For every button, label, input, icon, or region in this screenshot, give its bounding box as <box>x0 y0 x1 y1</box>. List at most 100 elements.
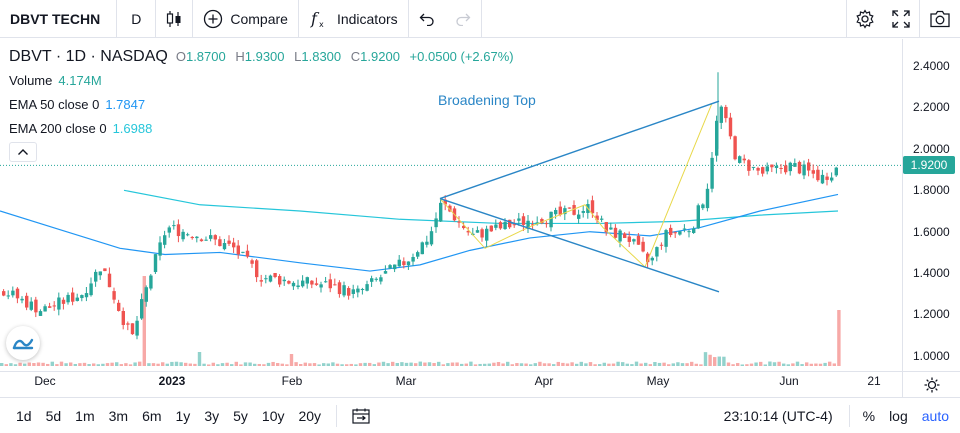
volume-bar <box>791 363 795 366</box>
candle-body <box>209 235 213 239</box>
candle-body <box>788 162 792 172</box>
volume-bar <box>800 364 804 366</box>
redo-icon[interactable] <box>445 0 481 38</box>
volume-bar <box>400 362 404 366</box>
volume-bar <box>602 362 606 366</box>
goto-date-icon[interactable] <box>345 398 377 433</box>
logo-icon[interactable] <box>6 326 40 360</box>
candle-body <box>61 299 66 304</box>
candle-body <box>98 271 102 276</box>
legend-title[interactable]: DBVT · 1D · NASDAQ <box>9 48 168 65</box>
volume-bar <box>0 363 4 366</box>
candle-body <box>770 164 774 168</box>
range-1y[interactable]: 1y <box>175 407 191 424</box>
volume-bar <box>326 363 330 366</box>
candle-body <box>84 293 89 298</box>
range-20y[interactable]: 20y <box>298 407 322 424</box>
candle-body <box>287 280 291 284</box>
log-toggle[interactable]: log <box>889 408 908 424</box>
volume-bar <box>64 363 68 366</box>
range-1m[interactable]: 1m <box>75 407 95 424</box>
candle-body <box>144 287 148 302</box>
volume-bar <box>312 363 317 366</box>
candle-body <box>365 284 369 291</box>
candle-body <box>140 299 144 319</box>
candle-body <box>370 278 374 282</box>
auto-toggle[interactable]: auto <box>921 408 949 424</box>
candle-body <box>457 221 461 223</box>
candles-icon[interactable] <box>156 0 192 38</box>
percent-toggle[interactable]: % <box>862 408 876 424</box>
candle-body <box>448 205 452 212</box>
volume-bar <box>487 363 491 366</box>
volume-bar <box>588 362 593 366</box>
candle-body <box>301 280 305 287</box>
range-3y[interactable]: 3y <box>204 407 220 424</box>
volume-bar <box>115 362 119 366</box>
candle-body <box>751 166 756 168</box>
candle-body <box>508 219 512 228</box>
candle-body <box>38 311 43 316</box>
volume-bar <box>538 361 542 366</box>
candle-body <box>595 215 599 221</box>
volume-bar <box>768 361 772 366</box>
legend-ema50-row[interactable]: EMA 50 close 0 1.7847 <box>9 97 146 112</box>
range-3m[interactable]: 3m <box>108 407 129 424</box>
fullscreen-icon[interactable] <box>883 0 919 38</box>
price-scale[interactable]: 2.4000 2.2000 2.0000 1.8000 1.6000 1.400… <box>902 39 960 371</box>
volume-bar <box>151 363 156 366</box>
legend-ema200-row[interactable]: EMA 200 close 0 1.6988 <box>9 121 153 136</box>
candle-body <box>186 234 190 236</box>
volume-bar <box>317 364 321 366</box>
volume-bar <box>432 362 436 366</box>
compare-button[interactable]: Compare <box>193 0 298 38</box>
volume-bar <box>657 362 662 366</box>
gear-icon[interactable] <box>847 0 883 38</box>
volume-bar <box>450 362 455 366</box>
candle-body <box>659 244 664 246</box>
candle-body <box>241 251 245 253</box>
pattern-label[interactable]: Broadening Top <box>438 92 536 108</box>
collapse-legend-button[interactable] <box>9 142 37 162</box>
axis-settings-button[interactable] <box>902 371 960 397</box>
candle-body <box>682 228 687 230</box>
time-axis[interactable]: Dec 2023 Feb Mar Apr May Jun 21 <box>0 371 902 397</box>
legend-volume-row[interactable]: Volume 4.174M <box>9 73 102 88</box>
volume-bar <box>556 361 560 366</box>
range-6m[interactable]: 6m <box>142 407 162 424</box>
volume-bar <box>225 362 229 366</box>
volume-bar <box>36 362 41 366</box>
volume-bar <box>170 361 174 366</box>
undo-icon[interactable] <box>409 0 445 38</box>
time-tick: Mar <box>395 374 417 388</box>
svg-text:f: f <box>310 9 320 28</box>
candle-body <box>549 211 553 228</box>
volume-bar <box>690 361 694 366</box>
range-5y[interactable]: 5y <box>233 407 248 424</box>
camera-icon[interactable] <box>920 0 960 38</box>
candle-body <box>655 247 659 257</box>
candle-body <box>705 188 710 209</box>
volume-bar <box>211 362 215 366</box>
volume-bar <box>124 363 128 366</box>
volume-bar <box>639 363 643 366</box>
interval-selector[interactable]: D <box>131 10 142 27</box>
volume-bar <box>579 361 583 366</box>
candle-body <box>834 167 838 176</box>
candle-body <box>613 227 618 238</box>
candle-body <box>383 271 388 274</box>
candle-body <box>554 210 558 215</box>
price-chart[interactable] <box>0 39 902 371</box>
range-10y[interactable]: 10y <box>261 407 285 424</box>
candle-body <box>825 176 829 180</box>
volume-bar <box>671 363 675 366</box>
range-5d[interactable]: 5d <box>45 407 62 424</box>
clock[interactable]: 23:10:14 (UTC-4) <box>723 408 833 424</box>
symbol-search[interactable]: DBVT TECHN <box>10 10 101 27</box>
candle-body <box>797 161 802 174</box>
candle-body <box>195 236 199 239</box>
chart-pane[interactable] <box>0 39 960 371</box>
range-1d[interactable]: 1d <box>16 407 32 424</box>
candle-body <box>531 224 535 226</box>
